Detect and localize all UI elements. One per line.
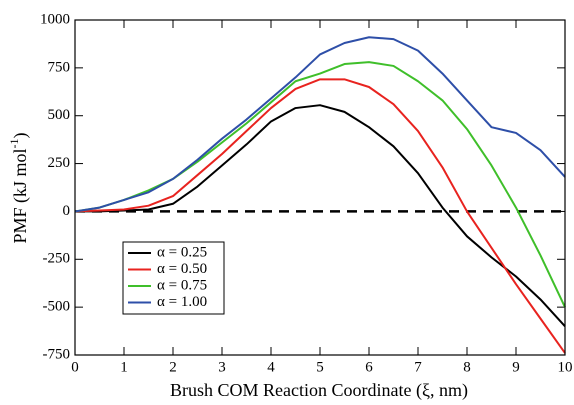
x-tick-label: 2 <box>169 359 177 375</box>
x-tick-label: 6 <box>365 359 373 375</box>
series-line <box>75 104 566 327</box>
series-line <box>74 36 566 213</box>
x-tick-label: 5 <box>316 359 324 375</box>
y-axis-label: PMF (kJ mol-1) <box>7 132 31 243</box>
y-tick-label: 0 <box>63 203 71 219</box>
x-tick-label: 1 <box>120 359 128 375</box>
x-tick-label: 8 <box>463 359 471 375</box>
y-tick-label: -250 <box>43 251 71 267</box>
x-tick-label: 3 <box>218 359 226 375</box>
y-tick-label: 1000 <box>40 11 70 27</box>
plot-frame <box>74 19 566 356</box>
y-tick-label: -750 <box>43 346 71 362</box>
legend-label: α = 0.75 <box>157 277 207 293</box>
x-tick-label: 9 <box>512 359 520 375</box>
y-axis-label-end: ) <box>10 132 31 138</box>
series-line <box>74 61 566 308</box>
y-axis-label-sup: -1 <box>7 138 21 148</box>
legend-label: α = 0.25 <box>157 244 207 260</box>
x-axis-label: Brush COM Reaction Coordinate (ξ, nm) <box>170 380 468 401</box>
y-tick-label: 750 <box>48 59 71 75</box>
series-line <box>74 78 566 354</box>
y-tick-label: 250 <box>48 155 71 171</box>
legend: α = 0.25α = 0.50α = 0.75α = 1.00 <box>122 241 225 315</box>
y-axis-label-main: PMF (kJ mol <box>10 148 31 243</box>
x-tick-label: 7 <box>414 359 422 375</box>
y-tick-label: 500 <box>48 107 71 123</box>
legend-label: α = 1.00 <box>157 294 207 310</box>
x-tick-label: 0 <box>71 359 79 375</box>
x-tick-label: 4 <box>267 359 275 375</box>
legend-label: α = 0.50 <box>157 261 207 277</box>
x-tick-label: 10 <box>558 359 573 375</box>
y-tick-label: -500 <box>43 299 71 315</box>
